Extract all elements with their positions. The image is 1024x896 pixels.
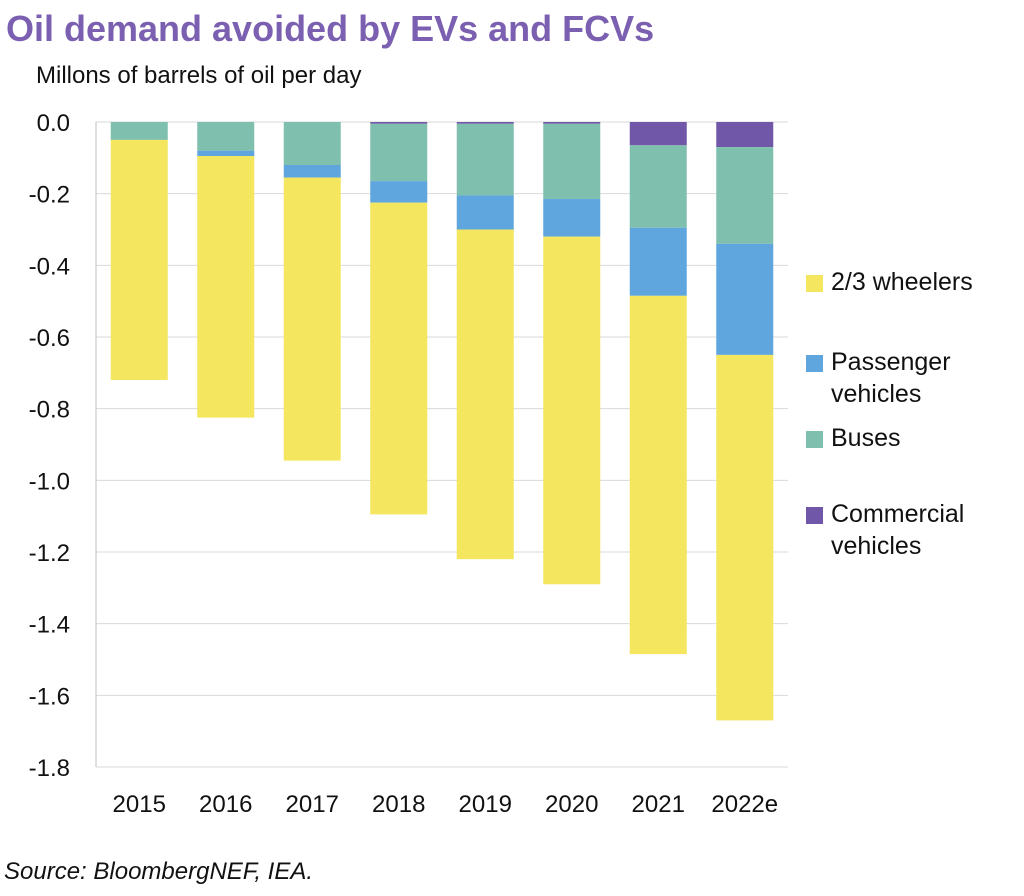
x-tick-label: 2016 xyxy=(199,791,252,818)
legend-label: Passenger vehicles xyxy=(831,348,951,408)
chart-title: Oil demand avoided by EVs and FCVs xyxy=(6,8,655,49)
bar-segment xyxy=(629,145,687,228)
y-tick-label: 0.0 xyxy=(37,110,70,137)
x-tick-label: 2021 xyxy=(632,791,685,818)
bar-segment xyxy=(283,122,341,165)
bar-segment xyxy=(456,122,514,124)
bar-segment xyxy=(543,123,601,200)
bar-segment xyxy=(456,229,514,560)
x-tick-label: 2020 xyxy=(545,791,598,818)
legend-swatch xyxy=(806,355,823,372)
y-tick-label: -0.2 xyxy=(29,182,70,209)
legend-swatch xyxy=(806,507,823,524)
legend-label: Buses xyxy=(831,424,901,452)
legend-swatch xyxy=(806,431,823,448)
bar-segment xyxy=(716,243,774,355)
bar-segment xyxy=(629,122,687,146)
bar-segment xyxy=(456,123,514,196)
y-axis-unit-label: Millons of barrels of oil per day xyxy=(36,62,362,89)
y-tick-label: -1.0 xyxy=(29,468,70,495)
x-tick-label: 2015 xyxy=(113,791,166,818)
bar-segment xyxy=(543,199,601,237)
bar-segment xyxy=(197,150,255,157)
bar-segment xyxy=(629,227,687,296)
bar-segment xyxy=(370,202,428,515)
y-tick-label: -0.8 xyxy=(29,397,70,424)
bar-segment xyxy=(543,122,601,124)
bar-segment xyxy=(370,122,428,124)
x-tick-label: 2017 xyxy=(286,791,339,818)
bar-segment xyxy=(110,139,168,380)
bar-segment xyxy=(197,122,255,151)
bar-segment xyxy=(543,236,601,585)
bar-segment xyxy=(716,354,774,721)
bar-segment xyxy=(283,165,341,178)
bar-segment xyxy=(716,122,774,148)
y-tick-label: -1.4 xyxy=(29,612,70,639)
y-tick-label: -0.4 xyxy=(29,253,70,280)
bar-segment xyxy=(370,123,428,182)
source-note: Source: BloombergNEF, IEA. xyxy=(4,858,314,885)
bar-segment xyxy=(370,181,428,203)
bar-segment xyxy=(456,195,514,230)
bar-segment xyxy=(716,147,774,244)
bar-segment xyxy=(110,122,168,140)
bar-segment xyxy=(283,177,341,461)
x-tick-label: 2022e xyxy=(711,791,778,818)
x-tick-label: 2019 xyxy=(459,791,512,818)
y-tick-label: -1.6 xyxy=(29,683,70,710)
y-tick-label: -0.6 xyxy=(29,325,70,352)
y-tick-label: -1.8 xyxy=(29,755,70,782)
bar-segment xyxy=(629,295,687,655)
x-tick-label: 2018 xyxy=(372,791,425,818)
legend-label: 2/3 wheelers xyxy=(831,268,973,296)
legend-label: Commercial vehicles xyxy=(831,500,965,560)
legend-swatch xyxy=(806,275,823,292)
bar-segment xyxy=(197,156,255,418)
y-tick-label: -1.2 xyxy=(29,540,70,567)
